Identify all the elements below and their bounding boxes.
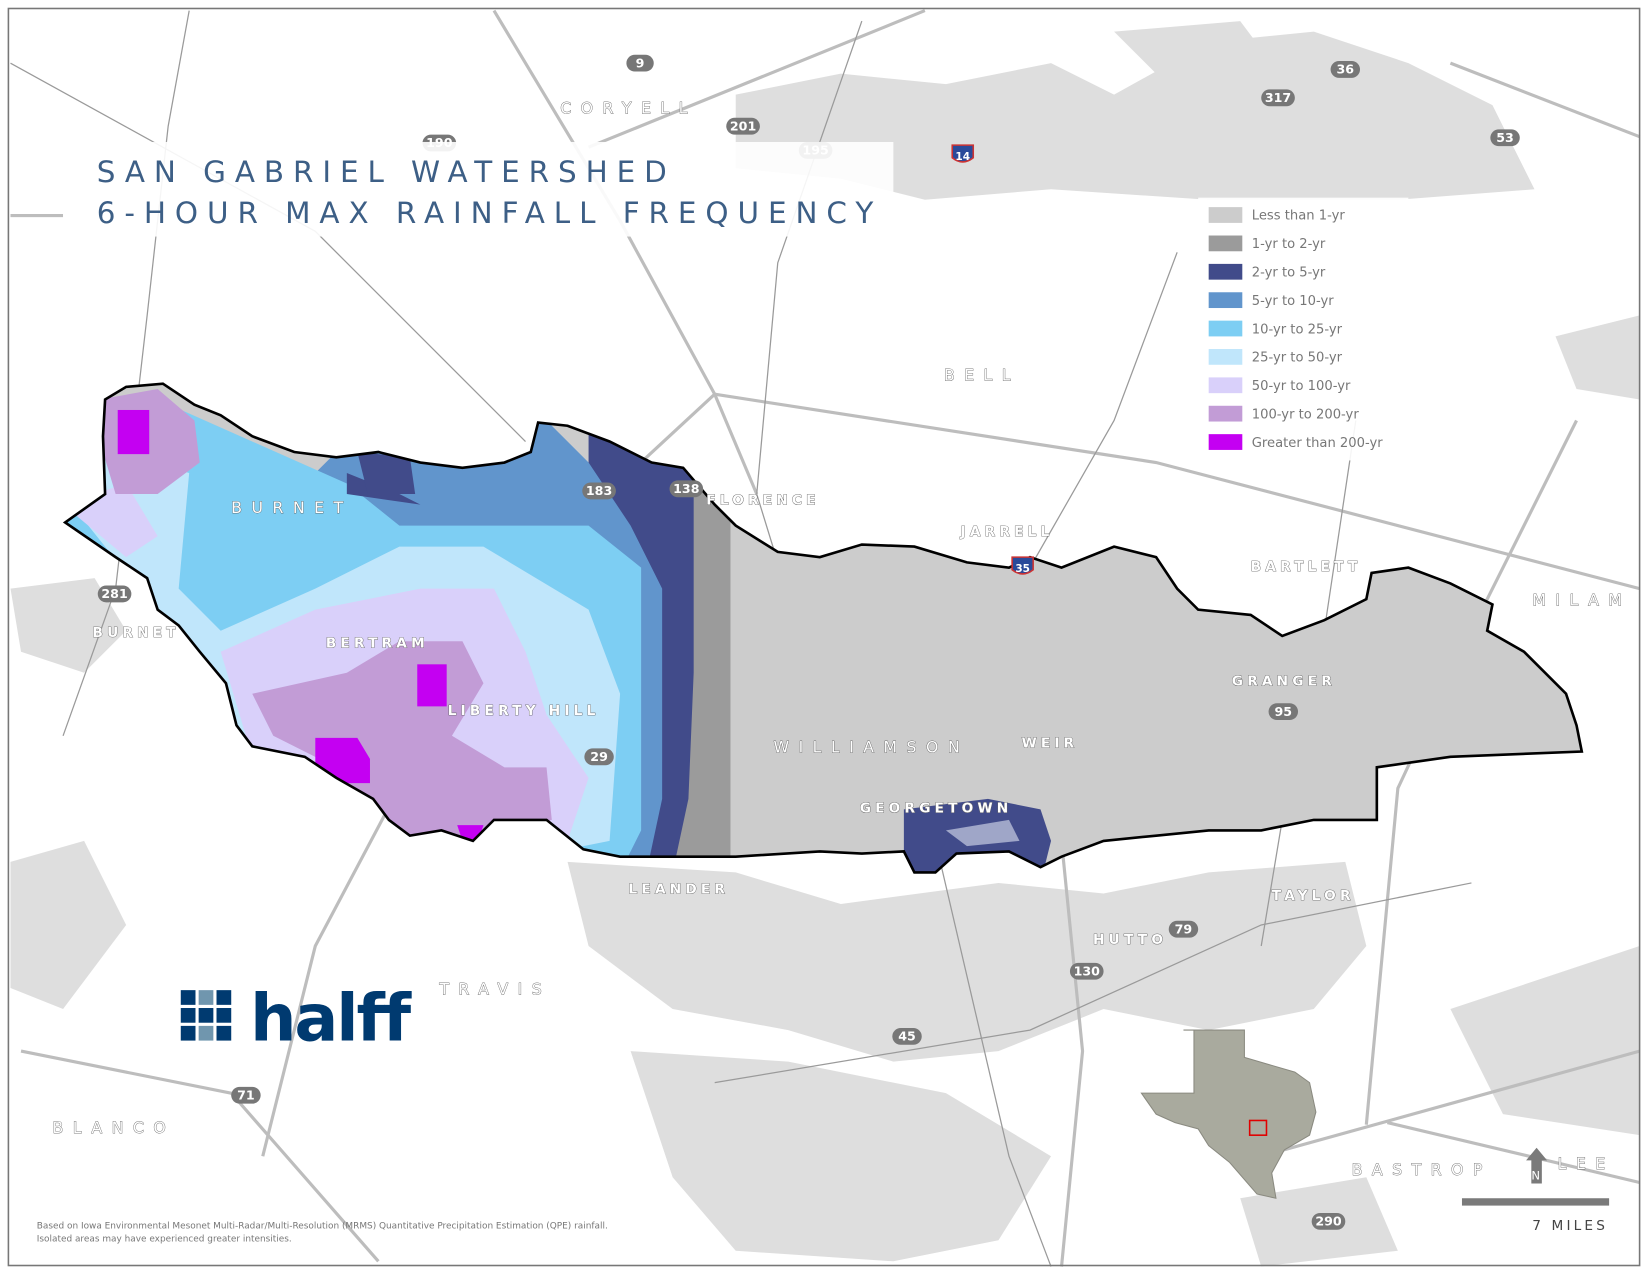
svg-text:14: 14 xyxy=(955,151,970,163)
city-label: GRANGER xyxy=(1232,673,1336,689)
highway-shield: 317 xyxy=(1261,89,1295,107)
scale-bar: 7 MILES xyxy=(1461,1198,1610,1234)
city-label: GEORGETOWN xyxy=(860,801,1013,817)
logo-text: halff xyxy=(250,982,412,1057)
city-label: WEIR xyxy=(1022,735,1079,751)
legend-label: 100-yr to 200-yr xyxy=(1252,407,1360,422)
legend-label: 1-yr to 2-yr xyxy=(1252,237,1326,252)
city-label: BARTLETT xyxy=(1251,559,1362,575)
highway-shield: 29 xyxy=(584,748,614,766)
county-label: TRAVIS xyxy=(438,979,551,998)
svg-text:281: 281 xyxy=(101,586,127,601)
county-labels: CORYELL BELL BURNET MILAM WILLIAMSON TRA… xyxy=(52,98,1631,1179)
county-label: MILAM xyxy=(1532,590,1631,609)
logo-grid-icon xyxy=(180,990,232,1041)
legend-swatch xyxy=(1208,434,1243,450)
legend-label: 10-yr to 25-yr xyxy=(1252,322,1343,337)
footnote: Based on Iowa Environmental Mesonet Mult… xyxy=(37,1222,608,1245)
interstate-shield: 35 xyxy=(1011,556,1034,575)
legend: Less than 1-yr 1-yr to 2-yr 2-yr to 5-yr 5-… xyxy=(1198,197,1409,461)
legend-swatch xyxy=(1208,207,1243,223)
svg-text:53: 53 xyxy=(1496,130,1514,145)
highway-shield: 36 xyxy=(1330,61,1361,78)
legend-swatch xyxy=(1208,292,1243,309)
legend-swatch xyxy=(1208,377,1243,394)
legend-label: Greater than 200-yr xyxy=(1252,436,1384,451)
svg-text:130: 130 xyxy=(1074,963,1101,978)
legend-swatch xyxy=(1208,349,1243,365)
county-label: BELL xyxy=(944,366,1020,385)
city-label: BURNET xyxy=(92,625,179,641)
footnote-line-1: Based on Iowa Environmental Mesonet Mult… xyxy=(37,1222,608,1232)
city-label: FLORENCE xyxy=(706,493,819,509)
svg-text:138: 138 xyxy=(673,481,699,496)
legend-swatch xyxy=(1208,235,1243,252)
svg-text:29: 29 xyxy=(590,749,608,764)
legend-swatch xyxy=(1208,405,1243,422)
highway-shield: 130 xyxy=(1069,962,1104,980)
city-labels: FLORENCE JARRELL BARTLETT BURNET BERTRAM… xyxy=(92,492,1362,948)
legend-label: 2-yr to 5-yr xyxy=(1252,266,1326,281)
svg-text:9: 9 xyxy=(636,55,645,70)
svg-text:71: 71 xyxy=(237,1087,255,1102)
legend-label: 25-yr to 50-yr xyxy=(1252,351,1343,366)
city-label: LIBERTY HILL xyxy=(448,703,600,719)
county-label: BASTROP xyxy=(1352,1160,1492,1179)
halff-logo: halff xyxy=(180,982,414,1057)
highway-shield: 183 xyxy=(582,482,616,500)
county-label: WILLIAMSON xyxy=(774,738,970,757)
svg-text:45: 45 xyxy=(898,1029,916,1044)
county-label: CORYELL xyxy=(560,99,697,118)
svg-text:N: N xyxy=(1531,1168,1540,1182)
city-label: HUTTO xyxy=(1093,932,1167,948)
title-line-2: 6-HOUR MAX RAINFALL FREQUENCY xyxy=(97,196,883,230)
highway-shield: 71 xyxy=(231,1086,261,1104)
legend-label: 5-yr to 10-yr xyxy=(1252,294,1335,309)
svg-text:201: 201 xyxy=(730,118,756,133)
legend-label: Less than 1-yr xyxy=(1252,209,1346,224)
texas-locator-inset xyxy=(1140,1029,1317,1199)
interstate-shield: 14 xyxy=(951,144,975,163)
svg-text:79: 79 xyxy=(1175,921,1193,936)
county-label: LEE xyxy=(1558,1154,1615,1173)
svg-text:36: 36 xyxy=(1337,62,1355,77)
title-line-1: SAN GABRIEL WATERSHED xyxy=(97,155,676,189)
svg-text:290: 290 xyxy=(1315,1214,1342,1229)
map-title: SAN GABRIEL WATERSHED 6-HOUR MAX RAINFAL… xyxy=(63,141,894,237)
svg-text:35: 35 xyxy=(1015,563,1030,575)
highway-shield: 45 xyxy=(892,1027,922,1045)
county-label: BURNET xyxy=(231,498,352,517)
highway-shield: 138 xyxy=(669,480,704,498)
highway-shield: 281 xyxy=(97,585,132,603)
svg-text:183: 183 xyxy=(586,483,612,498)
highway-shield: 201 xyxy=(726,117,760,135)
city-label: BERTRAM xyxy=(326,636,429,652)
footnote-line-2: Isolated areas may have experienced grea… xyxy=(37,1234,292,1244)
legend-label: 50-yr to 100-yr xyxy=(1252,379,1351,394)
svg-text:317: 317 xyxy=(1265,90,1291,105)
city-label: JARRELL xyxy=(960,524,1054,540)
legend-swatch xyxy=(1208,320,1243,337)
legend-swatch xyxy=(1208,263,1243,280)
svg-text:95: 95 xyxy=(1275,704,1293,719)
highway-shield: 53 xyxy=(1490,129,1520,147)
svg-text:7 MILES: 7 MILES xyxy=(1532,1218,1608,1234)
highway-shield: 290 xyxy=(1311,1212,1346,1230)
north-arrow: N xyxy=(1526,1147,1548,1184)
map-frame xyxy=(7,7,1641,1267)
study-area-highlight xyxy=(1248,1119,1268,1136)
county-label: BLANCO xyxy=(53,1118,176,1137)
city-label: TAYLOR xyxy=(1272,888,1355,904)
highway-shield: 79 xyxy=(1168,920,1199,938)
highway-shield: 95 xyxy=(1268,703,1299,721)
city-label: LEANDER xyxy=(629,881,730,897)
highway-shield: 9 xyxy=(626,54,654,72)
